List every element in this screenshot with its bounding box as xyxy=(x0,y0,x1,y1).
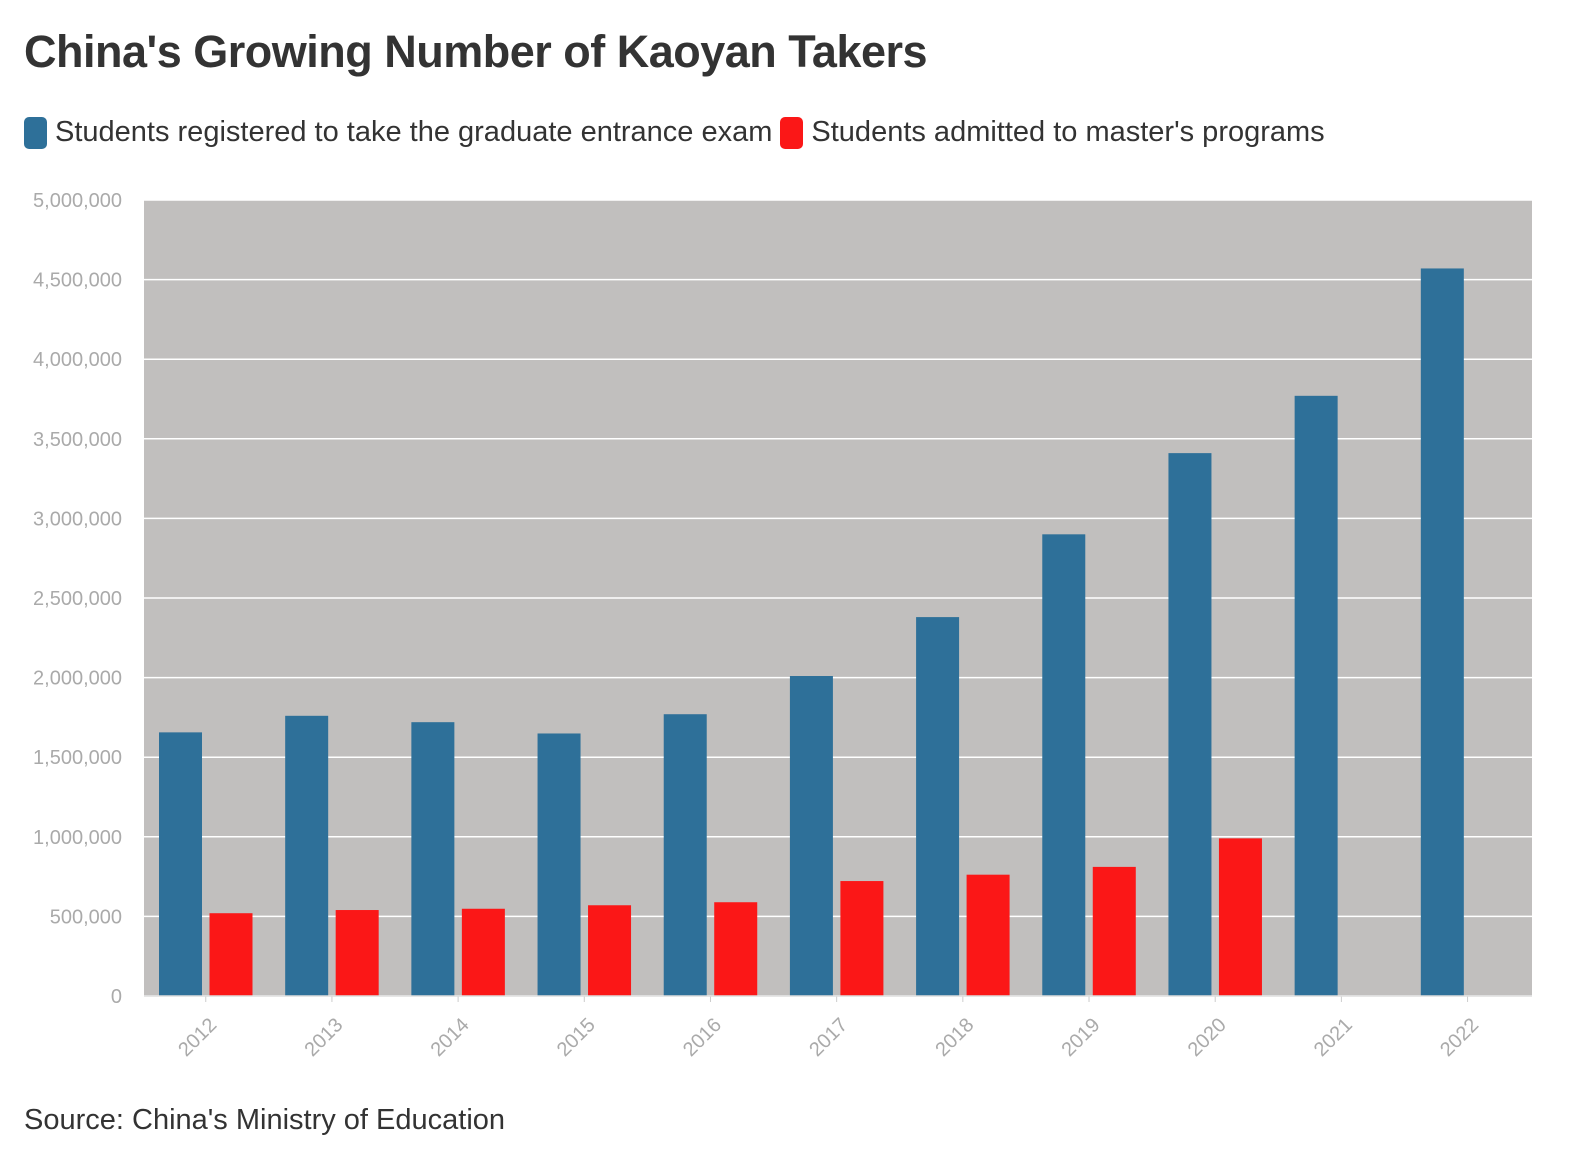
bar-admitted xyxy=(209,913,253,996)
legend: Students registered to take the graduate… xyxy=(24,116,1333,149)
x-tick-label: 2020 xyxy=(1184,1014,1231,1061)
bar-admitted xyxy=(714,902,758,996)
x-tick-label: 2021 xyxy=(1310,1014,1357,1061)
x-tick-label: 2015 xyxy=(553,1014,600,1061)
bar-registered xyxy=(411,722,455,996)
x-tick-label: 2017 xyxy=(805,1014,852,1061)
bar-registered xyxy=(663,714,707,996)
legend-item-registered[interactable]: Students registered to take the graduate… xyxy=(24,116,772,149)
y-tick-label: 2,000,000 xyxy=(33,668,122,690)
bar-admitted xyxy=(335,910,379,996)
bar-admitted xyxy=(588,905,632,996)
y-tick-label: 4,500,000 xyxy=(33,270,122,292)
bar-admitted xyxy=(1092,866,1136,996)
legend-swatch-registered xyxy=(24,116,47,149)
y-tick-label: 0 xyxy=(111,986,122,1008)
x-tick-label: 2022 xyxy=(1436,1014,1483,1061)
legend-label-registered: Students registered to take the graduate… xyxy=(55,116,773,148)
source-prefix: Source: xyxy=(24,1104,132,1136)
bar-chart: 0 500,000 1,000,000 1,500,000 2,000,000 2,500… xyxy=(33,190,1532,1061)
x-tick-label: 2014 xyxy=(427,1014,474,1061)
bar-registered xyxy=(159,732,202,996)
bar-admitted xyxy=(840,881,884,996)
bar-registered xyxy=(1042,534,1086,996)
bar-registered xyxy=(1420,268,1464,996)
bar-registered xyxy=(916,617,960,996)
bar-registered xyxy=(537,733,581,996)
bar-admitted xyxy=(1218,838,1262,996)
y-tick-label: 500,000 xyxy=(50,906,122,928)
x-tick-label: 2018 xyxy=(931,1014,978,1061)
source-note: Source: China's Ministry of Education xyxy=(24,1104,505,1137)
bar-registered xyxy=(789,676,833,996)
legend-swatch-admitted xyxy=(780,116,804,149)
chart-title: China's Growing Number of Kaoyan Takers xyxy=(24,26,928,77)
x-tick-label: 2019 xyxy=(1058,1014,1105,1061)
y-tick-label: 1,500,000 xyxy=(33,747,122,769)
bar-registered xyxy=(285,715,329,996)
y-tick-label: 4,000,000 xyxy=(33,349,122,371)
y-tick-label: 1,000,000 xyxy=(33,827,122,849)
legend-item-admitted[interactable]: Students admitted to master's programs xyxy=(780,116,1325,149)
bar-registered xyxy=(1168,453,1212,996)
source-text: China's Ministry of Education xyxy=(132,1104,506,1136)
y-tick-label: 3,500,000 xyxy=(33,429,122,451)
y-tick-label: 2,500,000 xyxy=(33,588,122,610)
x-tick-label: 2012 xyxy=(174,1014,221,1061)
bar-admitted xyxy=(461,908,505,996)
bar-registered xyxy=(1294,395,1338,996)
y-tick-label: 3,000,000 xyxy=(33,508,122,530)
x-tick-label: 2016 xyxy=(679,1014,726,1061)
bar-admitted xyxy=(966,874,1010,996)
y-tick-label: 5,000,000 xyxy=(33,190,122,212)
legend-label-admitted: Students admitted to master's programs xyxy=(811,116,1325,148)
x-tick-label: 2013 xyxy=(300,1014,347,1061)
